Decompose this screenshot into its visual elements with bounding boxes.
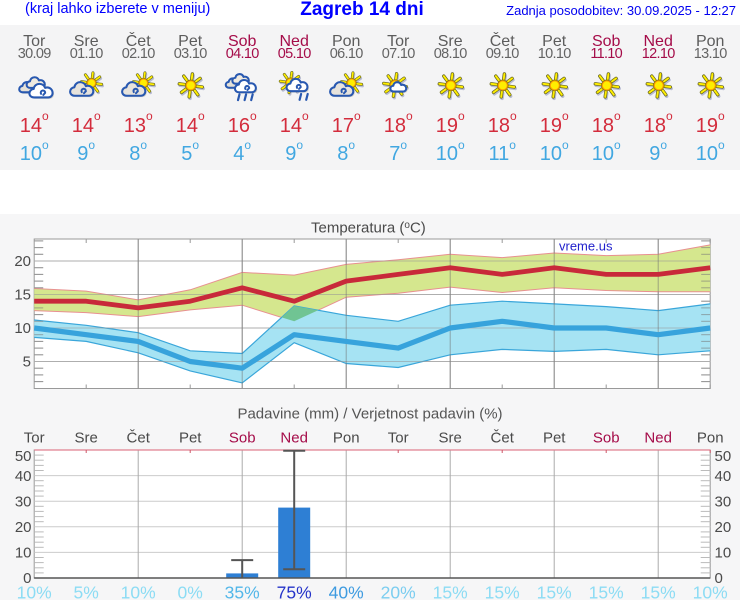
svg-text:0%: 0% [178, 582, 203, 600]
svg-text:5%: 5% [74, 582, 99, 600]
svg-text:Temperatura (oC): Temperatura (oC) [311, 220, 426, 237]
svg-text:10: 10 [715, 545, 732, 562]
svg-text:20: 20 [15, 519, 32, 536]
svg-text:50: 50 [715, 448, 732, 465]
svg-text:Sre: Sre [439, 429, 462, 446]
svg-text:Tor: Tor [388, 429, 409, 446]
svg-text:75%: 75% [277, 582, 312, 600]
svg-text:0: 0 [23, 570, 31, 587]
svg-text:Sre: Sre [75, 429, 98, 446]
svg-text:15: 15 [14, 287, 31, 304]
svg-text:40%: 40% [329, 582, 364, 600]
svg-text:Pon: Pon [333, 429, 360, 446]
svg-text:10%: 10% [693, 582, 728, 600]
svg-text:Čet: Čet [491, 429, 515, 446]
svg-text:40: 40 [15, 468, 32, 485]
svg-text:50: 50 [15, 448, 32, 465]
svg-text:Ned: Ned [280, 429, 308, 446]
svg-text:Čet: Čet [127, 429, 151, 446]
svg-text:20: 20 [14, 253, 31, 270]
svg-text:30: 30 [15, 493, 32, 510]
svg-text:Pet: Pet [179, 429, 202, 446]
svg-text:Padavine (mm) / Verjetnost pad: Padavine (mm) / Verjetnost padavin (%) [237, 406, 502, 423]
svg-text:10: 10 [14, 320, 31, 337]
svg-text:40: 40 [715, 468, 732, 485]
svg-text:10%: 10% [17, 582, 52, 600]
svg-text:Pon: Pon [697, 429, 724, 446]
svg-text:35%: 35% [225, 582, 260, 600]
svg-text:vreme.us: vreme.us [559, 239, 613, 254]
svg-text:Sob: Sob [229, 429, 256, 446]
svg-text:20%: 20% [381, 582, 416, 600]
svg-text:15%: 15% [537, 582, 572, 600]
svg-text:20: 20 [715, 519, 732, 536]
svg-text:15%: 15% [485, 582, 520, 600]
svg-text:30: 30 [715, 493, 732, 510]
svg-text:15%: 15% [433, 582, 468, 600]
svg-text:10%: 10% [121, 582, 156, 600]
svg-text:Tor: Tor [24, 429, 45, 446]
svg-text:15%: 15% [589, 582, 624, 600]
svg-text:15%: 15% [641, 582, 676, 600]
svg-text:Pet: Pet [543, 429, 566, 446]
svg-text:0: 0 [715, 570, 723, 587]
svg-text:5: 5 [23, 354, 31, 371]
svg-text:Ned: Ned [644, 429, 672, 446]
svg-text:10: 10 [15, 545, 32, 562]
svg-text:Sob: Sob [593, 429, 620, 446]
